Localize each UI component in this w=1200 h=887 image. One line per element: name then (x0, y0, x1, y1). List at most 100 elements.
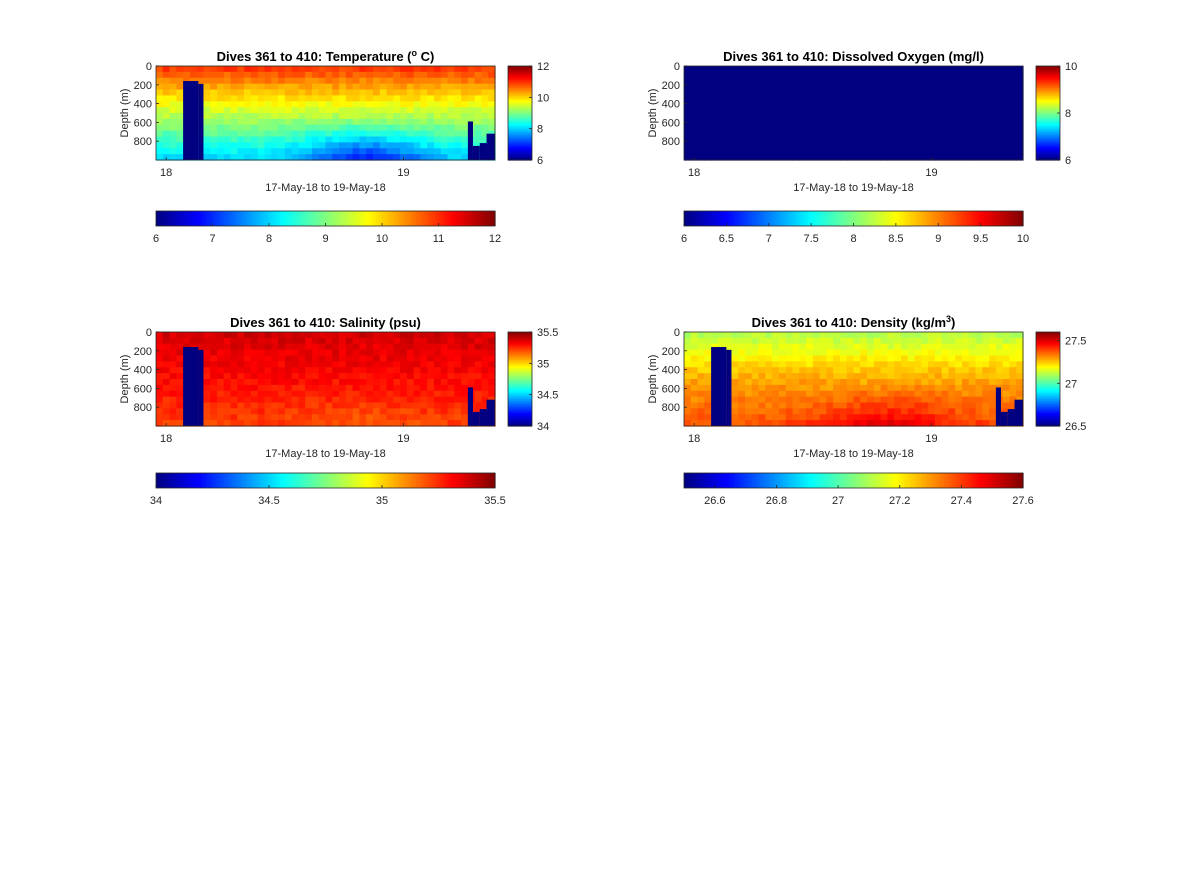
colorbar-segment (847, 473, 852, 488)
heatmap-cell (332, 77, 340, 85)
heatmap-cell (339, 332, 347, 339)
heatmap-cell (751, 332, 760, 339)
colorbar-segment (382, 473, 386, 488)
heatmap-cell (995, 142, 1004, 149)
y-tick-label: 600 (134, 117, 152, 129)
heatmap-cell (799, 367, 807, 374)
x-tick-label: 19 (397, 433, 409, 445)
heatmap-cell (474, 379, 483, 386)
colorbar-segment (164, 211, 168, 226)
colorbar-segment (706, 211, 711, 226)
heatmap-cell (873, 107, 882, 114)
colorbar-segment (924, 211, 928, 226)
heatmap-cell (223, 420, 232, 427)
heatmap-cell (806, 118, 814, 126)
heatmap-cell (474, 142, 483, 149)
heatmap-cell (393, 124, 401, 132)
heatmap-cell (887, 355, 895, 362)
heatmap-cell (968, 107, 977, 114)
heatmap-cell (372, 420, 381, 427)
heatmap-cell (806, 71, 814, 79)
heatmap-cell (339, 148, 347, 155)
heatmap-cell (846, 396, 855, 404)
colorbar-segment (1036, 396, 1060, 399)
heatmap-cell (223, 124, 232, 132)
heatmap-cell (785, 343, 794, 351)
heatmap-cell (975, 95, 983, 102)
heatmap-cell (162, 130, 171, 138)
heatmap-cell (948, 118, 956, 126)
heatmap-cell (359, 130, 367, 138)
heatmap-cell (474, 83, 483, 91)
heatmap-cell (894, 379, 902, 386)
heatmap-cell (1009, 361, 1017, 368)
heatmap-cell (975, 414, 983, 421)
heatmap-cell (792, 379, 800, 386)
colorbar-segment (508, 153, 532, 156)
heatmap-cell (169, 77, 177, 85)
heatmap-cell (914, 367, 922, 374)
heatmap-cell (250, 89, 259, 96)
heatmap-cell (853, 379, 861, 386)
heatmap-cell (982, 361, 990, 368)
colorbar-segment (1036, 408, 1060, 411)
heatmap-cell (1009, 337, 1017, 345)
heatmap-cell (210, 337, 218, 345)
heatmap-cell (1009, 71, 1017, 79)
heatmap-cell (934, 373, 943, 380)
heatmap-cell (758, 361, 766, 368)
heatmap-cell (975, 361, 983, 368)
heatmap-cell (406, 154, 415, 161)
colorbar-segment (192, 211, 197, 226)
heatmap-cell (284, 373, 293, 380)
heatmap-cell (860, 373, 868, 380)
colorbar-segment (362, 211, 366, 226)
heatmap-cell (311, 349, 320, 357)
heatmap-cell (264, 118, 272, 126)
colorbar-segment (421, 211, 425, 226)
heatmap-cell (941, 148, 950, 155)
colorbar-segment (1036, 375, 1060, 379)
colorbar-segment (410, 473, 414, 488)
heatmap-cell (379, 95, 388, 102)
heatmap-cell (738, 113, 746, 120)
heatmap-cell (278, 71, 286, 79)
heatmap-cell (846, 154, 855, 161)
colorbar-segment (1036, 400, 1060, 404)
colorbar-segment (235, 473, 239, 488)
heatmap-cell (217, 420, 225, 427)
colorbar-segment (483, 473, 488, 488)
heatmap-cell (332, 113, 340, 120)
heatmap-cell (250, 349, 259, 357)
heatmap-cell (366, 408, 374, 415)
heatmap-cell (839, 408, 848, 415)
colorbar-segment (788, 211, 792, 226)
heatmap-cell (961, 136, 970, 143)
heatmap-cell (217, 349, 225, 357)
heatmap-cell (345, 343, 354, 351)
colorbar-segment (816, 211, 821, 226)
heatmap-cell (968, 402, 977, 409)
heatmap-cell (176, 414, 184, 421)
heatmap-cell (948, 130, 956, 138)
x-tick-label: 19 (925, 433, 937, 445)
heatmap-cell (772, 66, 780, 73)
heatmap-cell (406, 71, 415, 79)
colorbar-segment (715, 473, 719, 488)
heatmap-cell (366, 337, 374, 345)
heatmap-cell (447, 66, 455, 73)
heatmap-cell (799, 402, 807, 409)
heatmap-cell (427, 124, 435, 132)
heatmap-cell (961, 89, 970, 96)
heatmap-cell (751, 396, 760, 404)
heatmap-cell (210, 396, 218, 404)
heatmap-cell (156, 71, 164, 79)
heatmap-cell (176, 337, 184, 345)
heatmap-cell (711, 118, 719, 126)
heatmap-cell (751, 124, 760, 132)
heatmap-cell (162, 390, 171, 398)
heatmap-cell (894, 367, 902, 374)
heatmap-cell (724, 89, 733, 96)
heatmap-cell (839, 384, 848, 392)
heatmap-cell (291, 343, 299, 351)
